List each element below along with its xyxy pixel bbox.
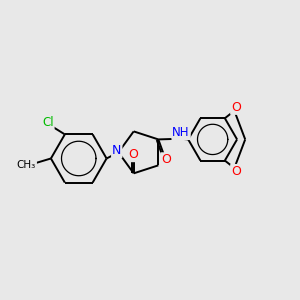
Text: N: N	[112, 144, 122, 157]
Text: Cl: Cl	[42, 116, 54, 129]
Text: O: O	[231, 101, 241, 114]
Text: NH: NH	[172, 126, 190, 139]
Text: O: O	[231, 165, 241, 178]
Text: CH₃: CH₃	[17, 160, 36, 170]
Text: O: O	[129, 148, 139, 161]
Text: O: O	[161, 153, 171, 166]
